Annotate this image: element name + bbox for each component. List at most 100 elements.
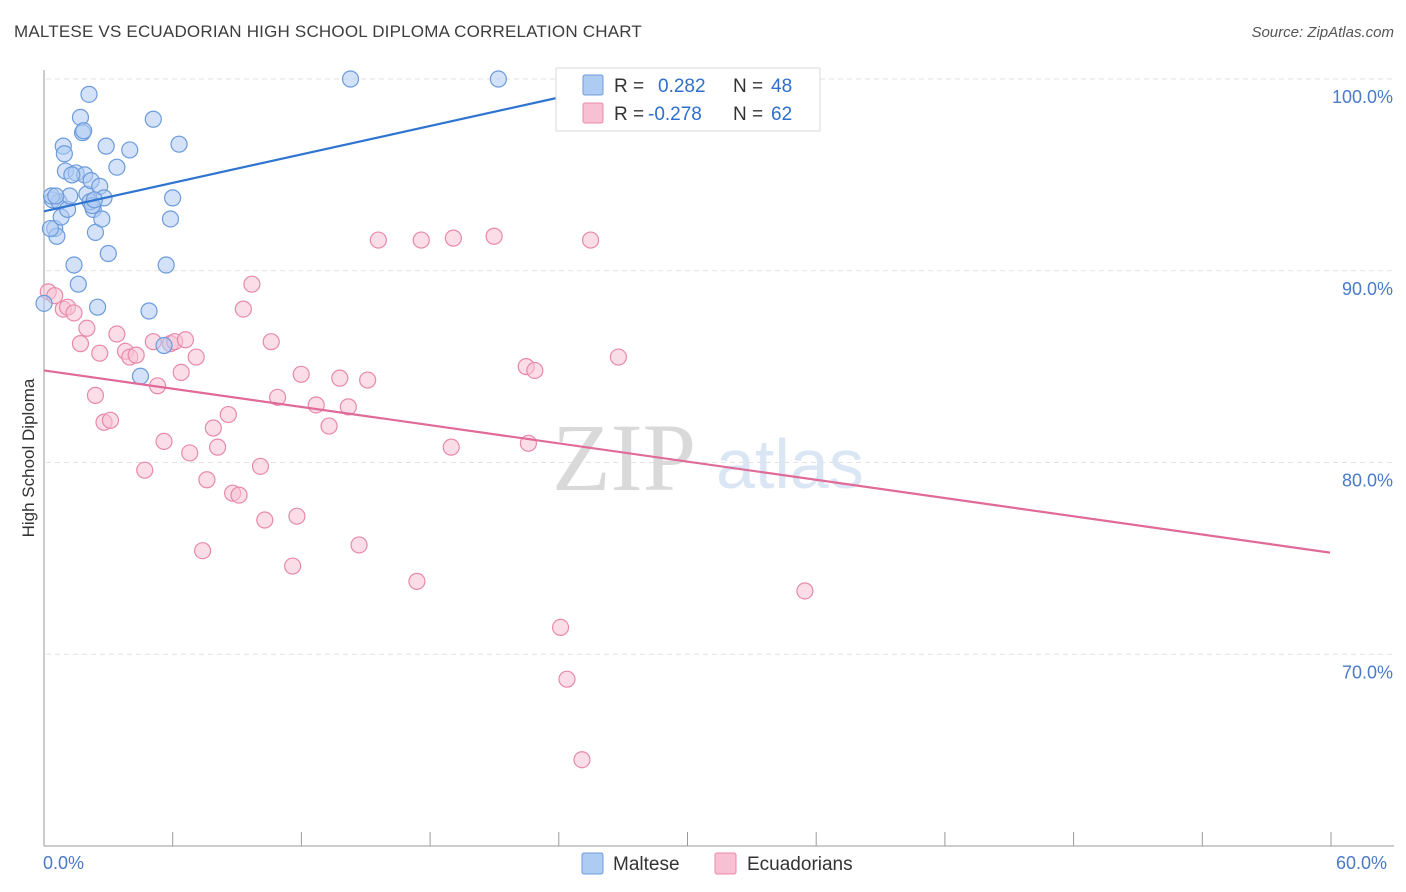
y-axis-title: High School Diploma — [19, 378, 38, 537]
maltese-trend-line — [43, 89, 591, 213]
ecuadorian-point — [444, 229, 462, 247]
ecuadorian-point — [350, 536, 368, 554]
legend-n-label-maltese: N = — [733, 76, 763, 97]
ecuadorian-point — [230, 486, 248, 504]
ecuadorian-point — [331, 369, 349, 387]
ecuadorian-point — [485, 227, 503, 245]
maltese-point — [65, 256, 83, 274]
y-tick-label: 80.0% — [1342, 471, 1393, 491]
maltese-point — [55, 145, 73, 163]
ecuadorian-point — [234, 300, 252, 318]
ecuadorian-point — [155, 432, 173, 451]
ecuadorian-point — [187, 348, 205, 366]
maltese-point — [80, 85, 98, 103]
ecuadorian-point — [101, 411, 120, 429]
ecuadorian-point — [251, 457, 270, 475]
ecuadorian-point — [194, 542, 212, 560]
ecuadorian-point — [86, 386, 105, 404]
ecuadorian-point — [65, 304, 83, 322]
ecuadorian-point — [71, 335, 90, 353]
ecuadorian-point — [292, 365, 310, 383]
series-legend-swatch-ecuadorians — [714, 852, 737, 875]
ecuadorian-point — [91, 344, 109, 362]
legend-n-value-ecuadorians: 62 — [771, 104, 792, 125]
ecuadorian-trend-line — [43, 369, 1331, 554]
ecuadorian-point — [127, 346, 145, 364]
ecuadorian-point — [796, 582, 814, 600]
series-legend: Maltese Ecuadorians — [581, 852, 853, 875]
ecuadorian-point — [359, 371, 377, 389]
legend-r-label-ecuadorians: R = — [614, 104, 644, 125]
ecuadorian-point — [172, 363, 190, 381]
ecuadorian-point — [609, 348, 628, 366]
series-legend-swatch-maltese — [581, 852, 604, 875]
watermark-zip: ZIP — [552, 404, 696, 511]
ecuadorian-point — [198, 471, 216, 489]
x-tick-label-max: 60.0% — [1336, 853, 1387, 873]
ecuadorian-point — [551, 618, 570, 637]
ecuadorian-point — [204, 419, 222, 437]
y-tick-label: 100.0% — [1332, 87, 1393, 107]
ecuadorian-point — [176, 331, 195, 349]
y-axis-tick-labels: 100.0% 90.0% 80.0% 70.0% — [1332, 87, 1393, 682]
maltese-point — [140, 302, 158, 320]
ecuadorian-point — [108, 325, 126, 343]
ecuadorian-point — [408, 572, 426, 590]
watermark-atlas: atlas — [716, 425, 864, 503]
ecuadorian-point — [262, 333, 280, 351]
ecuadorian-point — [412, 231, 430, 249]
maltese-point — [489, 70, 507, 88]
ecuadorian-point — [209, 438, 227, 456]
x-axis-ticks — [43, 832, 1332, 846]
ecuadorian-point — [339, 398, 357, 416]
maltese-point — [75, 122, 93, 140]
ecuadorian-point — [181, 444, 199, 462]
ecuadorian-point — [256, 511, 274, 529]
ecuadorian-point — [526, 361, 544, 380]
series-legend-label-ecuadorians: Ecuadorians — [747, 854, 853, 875]
maltese-point — [35, 294, 53, 312]
ecuadorian-point — [573, 751, 591, 769]
y-tick-label: 70.0% — [1342, 662, 1393, 682]
ecuadorian-point — [581, 231, 600, 249]
maltese-point — [157, 256, 175, 274]
maltese-point — [161, 210, 180, 228]
legend-n-label-ecuadorians: N = — [733, 104, 763, 125]
chart-title: MALTESE VS ECUADORIAN HIGH SCHOOL DIPLOM… — [14, 22, 642, 41]
maltese-points — [35, 70, 507, 385]
correlation-legend: R = 0.282 N = 48 R = -0.278 N = 62 — [555, 67, 821, 132]
series-legend-label-maltese: Maltese — [613, 854, 680, 875]
maltese-point — [155, 336, 173, 355]
x-tick-label-min: 0.0% — [43, 853, 84, 873]
ecuadorian-point — [442, 438, 460, 456]
legend-r-label-maltese: R = — [614, 76, 644, 97]
maltese-point — [47, 187, 65, 205]
ecuadorian-point — [136, 461, 154, 479]
ecuadorian-point — [243, 275, 261, 293]
maltese-point — [108, 158, 126, 176]
maltese-point — [144, 110, 162, 128]
maltese-point — [93, 210, 111, 228]
maltese-point — [88, 298, 107, 316]
ecuadorian-point — [284, 557, 302, 575]
maltese-point — [121, 141, 139, 159]
ecuadorian-point — [219, 405, 237, 424]
maltese-point — [41, 219, 60, 238]
maltese-point — [63, 166, 81, 184]
legend-swatch-ecuadorians — [582, 102, 604, 124]
maltese-point — [99, 244, 117, 263]
y-tick-label: 90.0% — [1342, 279, 1393, 299]
legend-r-value-maltese: 0.282 — [658, 76, 706, 97]
legend-n-value-maltese: 48 — [771, 76, 792, 97]
source-label: Source: ZipAtlas.com — [1251, 24, 1394, 41]
ecuadorian-point — [369, 231, 387, 249]
legend-swatch-maltese — [582, 74, 604, 96]
ecuadorian-point — [269, 388, 287, 406]
maltese-point — [97, 137, 115, 155]
ecuadorian-point — [78, 319, 96, 337]
legend-r-value-ecuadorians: -0.278 — [648, 104, 702, 125]
maltese-point — [131, 367, 150, 385]
maltese-point — [164, 189, 182, 207]
ecuadorian-point — [558, 670, 576, 688]
